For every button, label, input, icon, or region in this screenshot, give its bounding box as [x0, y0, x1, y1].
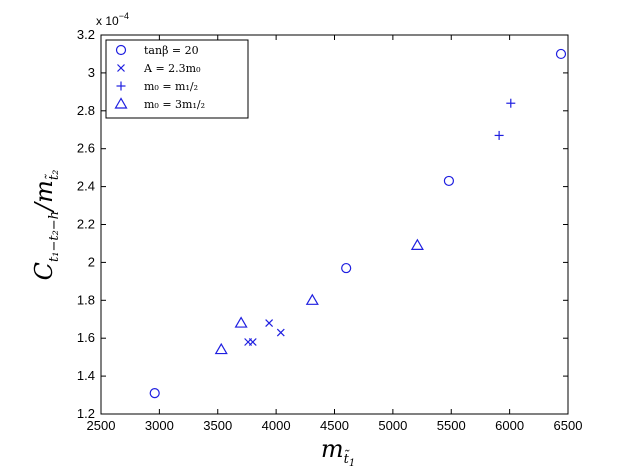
- data-point-x: [276, 328, 285, 337]
- x-tick-label: 3000: [145, 418, 174, 433]
- data-point-circle: [341, 262, 352, 274]
- data-point-triangle: [234, 316, 248, 328]
- x-tick-label: 2500: [87, 418, 116, 433]
- x-tick-label: 5000: [378, 418, 407, 433]
- legend-box: [105, 39, 249, 119]
- y-tick-label: 2.2: [77, 217, 95, 232]
- x-axis: 2500 3000 3500 4000 4500 5000 5500 6000 6500: [87, 35, 583, 433]
- y-tick-label: 1.4: [77, 368, 95, 383]
- legend-label: A = 2.3m₀: [143, 62, 201, 75]
- legend-marker-x: [117, 64, 125, 72]
- x-tick-label: 3500: [203, 418, 232, 433]
- legend-marker-triangle: [114, 97, 128, 109]
- legend-label: m₀ = m₁/₂: [144, 80, 198, 93]
- data-point-triangle: [214, 342, 228, 355]
- data-point-circle: [149, 388, 160, 399]
- legend-label: m₀ = 3m₁/₂: [144, 98, 205, 111]
- data-point-x: [248, 338, 257, 346]
- y-tick-label: 2: [88, 254, 95, 269]
- x-tick-label: 6000: [495, 418, 524, 433]
- y-tick-label: 1.2: [77, 406, 95, 421]
- data-point-plus: [494, 130, 504, 140]
- data-point-triangle: [305, 293, 319, 305]
- legend-marker-plus: [116, 81, 126, 91]
- x-axis-label: mt̃1: [321, 435, 355, 466]
- data-point-x: [265, 319, 274, 327]
- y-scale-label: x 10−4: [96, 11, 129, 28]
- data-point-circle: [555, 48, 567, 60]
- legend-label: tanβ = 20: [144, 44, 199, 57]
- x-tick-label: 4500: [320, 418, 349, 433]
- data-point-plus: [506, 98, 516, 108]
- y-tick-label: 3: [88, 65, 95, 80]
- data-point-circle: [443, 175, 455, 187]
- y-scale-base: x 10: [96, 14, 119, 28]
- y-tick-label: 1.6: [77, 330, 95, 345]
- y-tick-label: 3.2: [77, 27, 95, 42]
- y-tick-label: 2.4: [77, 179, 95, 194]
- y-axis: 1.2 1.4 1.6 1.8 2 2.2 2.4 2.6 2.8 3 3.2: [77, 27, 568, 421]
- x-tick-label: 6500: [554, 418, 583, 433]
- legend-marker-circle: [115, 44, 127, 56]
- x-tick-label: 5500: [437, 418, 466, 433]
- legend: tanβ = 20 A = 2.3m₀ m₀ = m₁/₂ m₀ = 3m₁/₂: [105, 39, 249, 119]
- y-tick-label: 2.6: [77, 141, 95, 156]
- x-tick-label: 4000: [262, 418, 291, 433]
- data-point-triangle: [410, 238, 424, 250]
- y-tick-label: 2.8: [77, 103, 95, 118]
- y-scale-exponent: −4: [119, 11, 129, 21]
- y-axis-label: Ct₁−t₂−h/mt̃₂: [30, 170, 62, 281]
- y-tick-label: 1.8: [77, 292, 95, 307]
- data-points: [149, 48, 567, 399]
